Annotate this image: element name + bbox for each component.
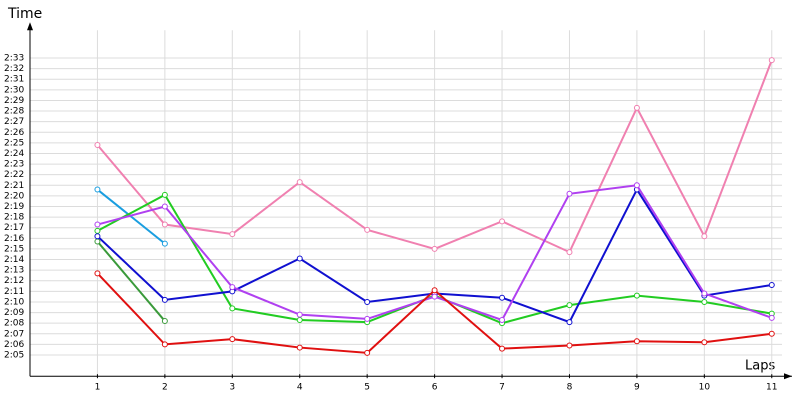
x-tick-label: 8: [567, 383, 573, 393]
y-tick-label: 2:33: [4, 54, 24, 64]
data-point: [161, 296, 168, 303]
data-point: [566, 302, 573, 309]
data-point: [431, 245, 438, 252]
data-point: [364, 226, 371, 233]
x-tick-label: 5: [364, 383, 370, 393]
data-point: [633, 338, 640, 345]
data-point: [768, 57, 775, 64]
data-point: [296, 344, 303, 351]
y-tick-label: 2:32: [4, 64, 24, 74]
data-point: [296, 316, 303, 323]
y-tick-label: 2:14: [4, 255, 24, 265]
y-tick-label: 2:19: [4, 202, 24, 212]
y-tick-label: 2:22: [4, 170, 24, 180]
y-tick-label: 2:26: [4, 128, 24, 138]
series-line: [96, 188, 166, 245]
data-point: [94, 238, 101, 245]
data-point: [364, 349, 371, 356]
data-point: [768, 330, 775, 337]
data-point: [161, 318, 168, 325]
data-point: [364, 298, 371, 305]
y-tick-label: 2:30: [4, 85, 24, 95]
y-axis-title: Time: [7, 6, 42, 22]
y-tick-label: 2:17: [4, 223, 24, 233]
data-point: [566, 249, 573, 256]
y-tick-label: 2:09: [4, 308, 24, 318]
y-tick-label: 2:05: [4, 350, 24, 360]
data-point: [94, 233, 101, 240]
data-point: [768, 314, 775, 321]
data-point: [94, 227, 101, 234]
y-axis-arrow: [27, 22, 33, 31]
data-point: [229, 284, 236, 291]
data-point: [161, 221, 168, 228]
data-point: [701, 290, 708, 297]
x-tick-label: 9: [634, 383, 640, 393]
y-tick-label: 2:25: [4, 138, 24, 148]
data-point: [296, 179, 303, 186]
data-point: [229, 231, 236, 238]
data-point: [161, 191, 168, 198]
y-tick-label: 2:31: [4, 75, 24, 85]
data-point: [633, 104, 640, 111]
data-point: [499, 316, 506, 323]
y-tick-label: 2:13: [4, 266, 24, 276]
y-tick-label: 2:06: [4, 340, 24, 350]
data-point: [633, 182, 640, 189]
y-tick-label: 2:20: [4, 191, 24, 201]
y-tick-label: 2:18: [4, 213, 24, 223]
y-tick-label: 2:11: [4, 287, 24, 297]
data-point: [499, 294, 506, 301]
data-point: [566, 319, 573, 326]
y-tick-label: 2:29: [4, 96, 24, 106]
data-point: [94, 186, 101, 193]
x-tick-label: 11: [766, 383, 777, 393]
data-point: [431, 293, 438, 300]
x-tick-label: 1: [95, 383, 101, 393]
y-tick-label: 2:07: [4, 329, 24, 339]
data-point: [364, 315, 371, 322]
y-tick-label: 2:28: [4, 107, 24, 117]
data-point: [229, 305, 236, 312]
y-tick-label: 2:27: [4, 117, 24, 127]
x-tick-label: 6: [432, 383, 438, 393]
series-line: [96, 240, 166, 322]
x-tick-label: 3: [229, 383, 235, 393]
data-point: [499, 218, 506, 225]
data-point: [94, 270, 101, 277]
data-point: [161, 341, 168, 348]
x-tick-label: 10: [699, 383, 711, 393]
data-point: [701, 233, 708, 240]
y-tick-label: 2:24: [4, 149, 24, 159]
y-tick-label: 2:23: [4, 160, 24, 170]
data-point: [768, 281, 775, 288]
y-tick-label: 2:08: [4, 319, 24, 329]
data-point: [94, 141, 101, 148]
data-point: [161, 203, 168, 210]
data-point: [229, 336, 236, 343]
x-tick-label: 7: [499, 383, 505, 393]
data-point: [633, 292, 640, 299]
y-tick-label: 2:21: [4, 181, 24, 191]
data-point: [296, 311, 303, 318]
data-point: [566, 190, 573, 197]
data-point: [94, 221, 101, 228]
y-tick-label: 2:10: [4, 297, 24, 307]
y-tick-label: 2:12: [4, 276, 24, 286]
data-point: [499, 345, 506, 352]
x-axis-arrow: [784, 373, 792, 380]
x-tick-label: 4: [297, 383, 303, 393]
y-tick-label: 2:15: [4, 244, 24, 254]
data-point: [431, 287, 438, 294]
data-point: [296, 255, 303, 262]
x-tick-label: 2: [162, 383, 168, 393]
data-point: [701, 339, 708, 346]
data-point: [161, 240, 168, 247]
data-point: [566, 342, 573, 349]
data-point: [701, 298, 708, 305]
x-axis-title: Laps: [745, 359, 775, 374]
y-tick-label: 2:16: [4, 234, 24, 244]
